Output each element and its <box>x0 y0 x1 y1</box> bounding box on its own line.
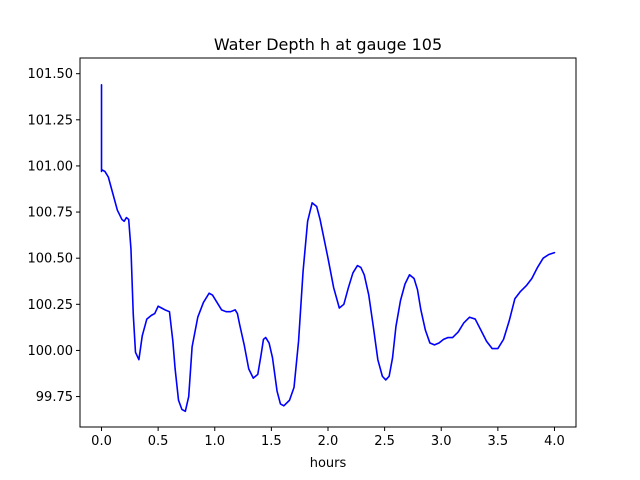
x-tick-label: 2.5 <box>374 434 395 449</box>
y-tick-label: 100.50 <box>28 252 74 267</box>
x-tick-label: 0.0 <box>91 434 112 449</box>
x-tick-label: 0.5 <box>148 434 169 449</box>
x-tick-label: 1.5 <box>261 434 282 449</box>
x-tick-label: 2.0 <box>318 434 339 449</box>
plot-series-group <box>100 83 556 413</box>
x-tick-label: 4.0 <box>544 434 565 449</box>
x-axis: 0.0 0.5 1.0 1.5 2.0 2.5 3.0 3.5 4.0 <box>91 427 565 449</box>
y-tick-label: 100.00 <box>28 344 74 359</box>
y-tick-label: 100.25 <box>28 298 74 313</box>
x-tick-label: 1.0 <box>204 434 225 449</box>
series-line-0 <box>100 83 556 413</box>
y-axis: 99.75 100.00 100.25 100.50 100.75 101.00 101.2… <box>28 67 80 405</box>
y-tick-label: 101.25 <box>28 113 74 128</box>
chart-title: Water Depth h at gauge 105 <box>214 35 442 54</box>
x-axis-label: hours <box>310 456 347 471</box>
x-tick-label: 3.0 <box>431 434 452 449</box>
y-tick-label: 101.00 <box>28 159 74 174</box>
x-tick-label: 3.5 <box>488 434 509 449</box>
y-tick-label: 100.75 <box>28 206 74 221</box>
y-tick-label: 101.50 <box>28 67 74 82</box>
y-tick-label: 99.75 <box>36 390 73 405</box>
